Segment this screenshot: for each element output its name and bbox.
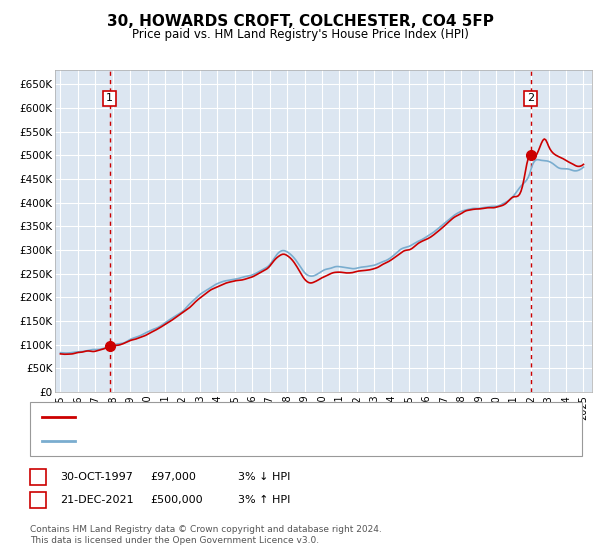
- Text: £500,000: £500,000: [151, 495, 203, 505]
- Text: 2: 2: [527, 94, 534, 104]
- Text: £97,000: £97,000: [151, 472, 196, 482]
- Text: Price paid vs. HM Land Registry's House Price Index (HPI): Price paid vs. HM Land Registry's House …: [131, 28, 469, 41]
- Text: 30, HOWARDS CROFT, COLCHESTER, CO4 5FP: 30, HOWARDS CROFT, COLCHESTER, CO4 5FP: [107, 14, 493, 29]
- Text: 1: 1: [34, 472, 41, 482]
- Text: HPI: Average price, detached house, Colchester: HPI: Average price, detached house, Colc…: [81, 436, 330, 446]
- Text: 3% ↑ HPI: 3% ↑ HPI: [238, 495, 290, 505]
- Text: Contains HM Land Registry data © Crown copyright and database right 2024.
This d: Contains HM Land Registry data © Crown c…: [30, 525, 382, 545]
- Text: 21-DEC-2021: 21-DEC-2021: [61, 495, 134, 505]
- Text: 2: 2: [34, 495, 41, 505]
- Text: 30-OCT-1997: 30-OCT-1997: [61, 472, 133, 482]
- Text: 1: 1: [106, 94, 113, 104]
- Text: 3% ↓ HPI: 3% ↓ HPI: [238, 472, 290, 482]
- Text: 30, HOWARDS CROFT, COLCHESTER, CO4 5FP (detached house): 30, HOWARDS CROFT, COLCHESTER, CO4 5FP (…: [81, 412, 415, 422]
